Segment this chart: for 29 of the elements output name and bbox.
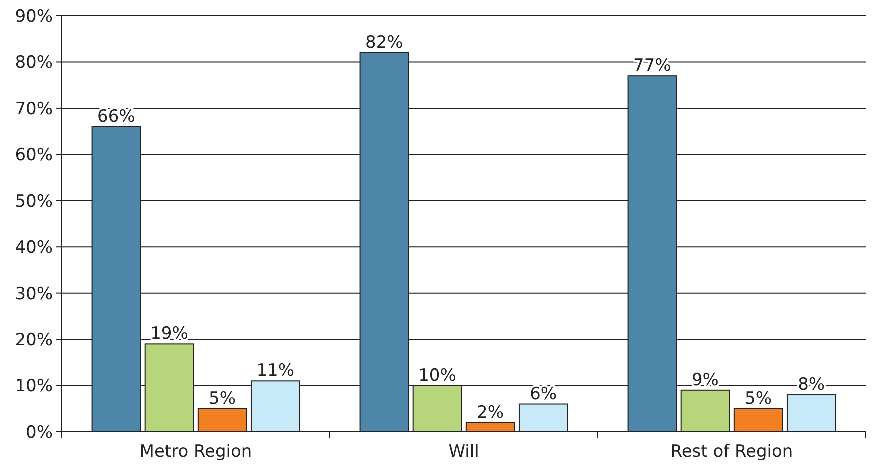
bar (786, 394, 836, 432)
x-tick-label: Metro Region (140, 442, 252, 462)
x-tick-label: Will (448, 442, 480, 462)
bar (734, 408, 784, 432)
y-tick-label: 60% (15, 146, 53, 166)
data-label: 11% (256, 361, 294, 382)
x-tick-label: Rest of Region (670, 442, 794, 462)
bar (518, 404, 568, 432)
data-label: 10% (418, 366, 456, 386)
data-label: 6% (530, 384, 558, 404)
data-label: 5% (209, 388, 236, 409)
data-label: 5% (745, 388, 772, 409)
y-tick-label: 30% (15, 284, 53, 304)
y-tick-label: 90% (15, 6, 53, 27)
y-tick-label: 20% (15, 330, 53, 351)
data-label: 9% (692, 370, 719, 390)
y-tick-label: 40% (15, 238, 53, 258)
y-tick-label: 70% (15, 99, 53, 120)
data-label: 19% (150, 324, 188, 344)
bar (198, 408, 248, 432)
bar (680, 390, 730, 432)
data-label: 77% (634, 56, 672, 76)
y-tick-label: 50% (15, 192, 53, 212)
data-label: 2% (477, 402, 504, 423)
y-tick-label: 0% (26, 422, 53, 443)
data-label: 82% (366, 32, 404, 53)
y-tick-label: 10% (15, 376, 53, 397)
data-label: 66% (98, 106, 136, 127)
y-tick-label: 80% (15, 53, 53, 74)
